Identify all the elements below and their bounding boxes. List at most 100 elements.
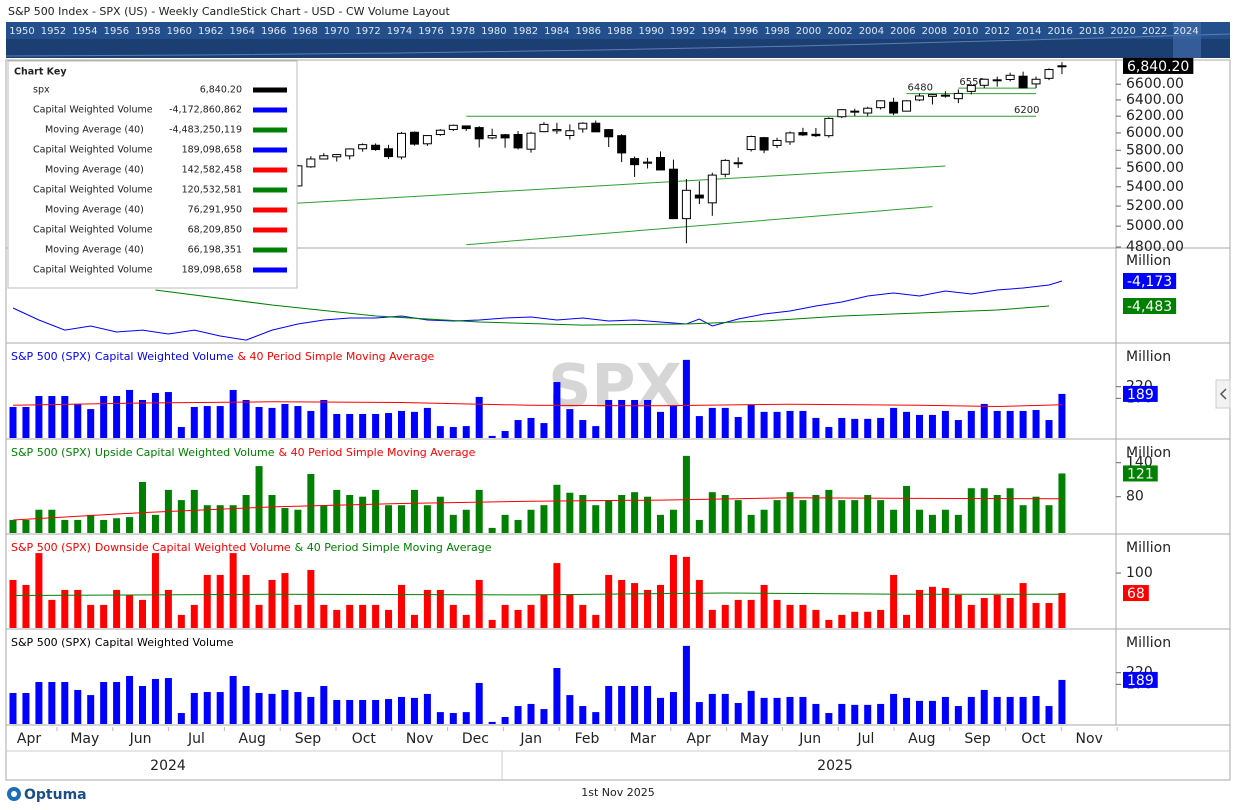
volume-bar: [475, 396, 483, 438]
volume-bar: [164, 392, 172, 438]
volume-bar: [48, 396, 56, 438]
volume-bar: [954, 514, 962, 533]
key-value: 189,098,658: [182, 145, 242, 156]
candle-body: [397, 132, 406, 158]
timeline-year: 1962: [198, 26, 223, 37]
volume-bar: [203, 505, 211, 533]
volume-bar: [682, 455, 690, 533]
volume-bar: [760, 697, 768, 724]
key-name: Moving Average (40): [45, 245, 144, 256]
volume-bar: [126, 675, 134, 724]
volume-bar: [61, 396, 69, 438]
series-line: [155, 289, 1050, 326]
volume-bar: [462, 614, 470, 628]
volume-bar: [799, 604, 807, 628]
timeline-selection[interactable]: [1173, 22, 1201, 58]
volume-bar: [941, 696, 949, 724]
month-label: May: [70, 731, 99, 747]
volume-bar: [928, 514, 936, 533]
volume-bar: [514, 420, 522, 438]
side-panel-toggle[interactable]: [1215, 379, 1231, 409]
volume-bar: [747, 599, 755, 628]
volume-bar: [346, 413, 354, 438]
key-value: 189,098,658: [182, 265, 242, 276]
volume-bar: [216, 574, 224, 628]
volume-bar: [566, 695, 574, 724]
value-box-label: 68: [1127, 586, 1145, 602]
volume-bar: [916, 589, 923, 628]
y-tick-label: 80: [1126, 489, 1144, 505]
volume-bar: [773, 697, 781, 724]
volume-bar: [825, 713, 833, 724]
month-label: Nov: [406, 731, 433, 747]
volume-bar: [423, 693, 431, 724]
volume-bar: [126, 594, 134, 628]
volume-bar: [22, 519, 30, 533]
volume-bar: [139, 685, 146, 724]
volume-bar: [553, 668, 561, 724]
timeline-year: 1952: [41, 26, 66, 37]
candle-body: [409, 131, 419, 145]
timeline-year: 2024: [1173, 26, 1198, 37]
volume-bar: [851, 500, 859, 533]
panel-title-part: & 40 Period Simple Moving Average: [295, 541, 492, 554]
moving-average-line: [12, 401, 1063, 408]
volume-bar: [786, 604, 794, 628]
volume-bar: [255, 692, 263, 724]
volume-bar: [618, 495, 626, 533]
footer-date: 1st Nov 2025: [581, 786, 655, 799]
timeline-year: 1998: [764, 26, 789, 37]
key-name: Moving Average (40): [45, 125, 144, 136]
timeline-year: 1984: [544, 26, 569, 37]
volume-bar: [1058, 473, 1066, 533]
candle-body: [837, 109, 847, 118]
panel-title-part: Capital Weighted Volume: [95, 636, 234, 649]
volume-bar: [566, 492, 574, 533]
candle-body: [1031, 78, 1041, 85]
volume-bar: [346, 699, 354, 724]
year-label: 2024: [150, 758, 186, 774]
volume-bar: [177, 427, 185, 438]
panel-title-part: S&P 500 (SPX): [11, 350, 91, 363]
volume-bar: [1058, 393, 1066, 438]
panel-title-part: Downside Capital Weighted Volume: [95, 541, 291, 554]
volume-bar: [190, 692, 198, 724]
volume-bar: [255, 466, 263, 533]
volume-bar: [307, 569, 315, 628]
key-value: -4,483,250,119: [169, 125, 242, 136]
volume-bar: [100, 396, 108, 438]
volume-bar: [320, 505, 328, 533]
volume-bar: [618, 579, 626, 628]
year-label: 2025: [817, 758, 853, 774]
volume-bar: [657, 697, 664, 724]
candle-body: [746, 136, 756, 151]
candle-body: [435, 129, 445, 136]
month-label: Apr: [17, 731, 41, 747]
volume-bar: [436, 496, 444, 533]
volume-bar: [281, 508, 289, 533]
panel-title-part: Capital Weighted Volume: [95, 350, 234, 363]
unit-label: Million: [1126, 540, 1171, 556]
volume-bar: [941, 509, 949, 533]
volume-bar: [87, 514, 95, 533]
volume-bar: [980, 488, 988, 533]
volume-bar: [177, 614, 185, 628]
candle-body: [604, 129, 614, 138]
value-box: [1123, 57, 1194, 74]
volume-bar: [618, 685, 626, 724]
timeline-year: 1950: [9, 26, 34, 37]
candle-body: [850, 110, 860, 113]
volume-bar: [553, 563, 561, 628]
volume-bar: [967, 604, 975, 628]
volume-bar: [294, 406, 302, 438]
timeline-year: 2002: [827, 26, 852, 37]
volume-bar: [669, 692, 677, 724]
month-label: Jan: [519, 731, 542, 747]
volume-bar: [48, 682, 56, 724]
value-box-label: -4,173: [1127, 274, 1172, 290]
month-label: Jul: [187, 731, 205, 747]
volume-bar: [838, 614, 846, 628]
key-name: Capital Weighted Volume: [33, 105, 153, 116]
volume-bar: [410, 697, 418, 724]
candle-body: [565, 130, 575, 136]
